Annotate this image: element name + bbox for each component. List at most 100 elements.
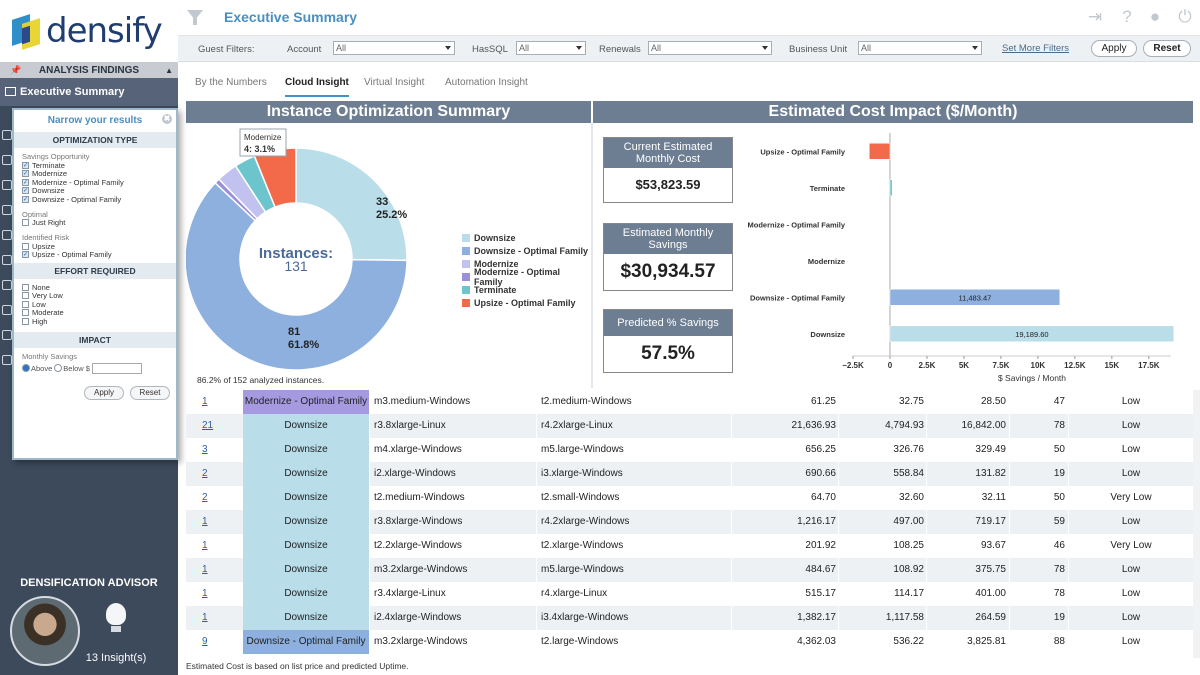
risk-option[interactable]: ✓ Upsize - Optimal Family	[14, 250, 176, 259]
table-row[interactable]: 1 Downsize i2.4xlarge-Windows i3.4xlarge-Wi…	[186, 606, 1193, 630]
table-row[interactable]: 2 Downsize i2.xlarge-Windows i3.xlarge-Wind…	[186, 462, 1193, 486]
bar-downsize-optimal-family[interactable]	[889, 289, 1061, 306]
checkbox-icon[interactable]: ✓	[22, 170, 29, 178]
checkbox-icon[interactable]	[22, 292, 29, 300]
legend-item[interactable]: Modernize - Optimal Family	[462, 267, 591, 287]
hassql-select[interactable]: All	[516, 41, 586, 55]
renewals-select[interactable]: All	[648, 41, 772, 55]
user-icon[interactable]: ●	[1149, 7, 1161, 26]
lightbulb-icon[interactable]	[104, 603, 128, 633]
cost-impact-bar-chart[interactable]: Upsize - Optimal Family Terminate Moderniz…	[733, 123, 1193, 388]
table-row[interactable]: 1 Downsize m3.2xlarge-Windows m5.large-Wind…	[186, 558, 1193, 582]
checkbox-icon[interactable]	[22, 317, 29, 325]
legend-item[interactable]: Terminate	[462, 283, 591, 296]
instance-count-link[interactable]: 1	[202, 540, 208, 551]
effort-option[interactable]: Very Low	[14, 291, 176, 300]
collapse-up-icon[interactable]: ▲	[165, 65, 173, 75]
pie-slice-downsize[interactable]	[295, 147, 408, 262]
sidebar-icon[interactable]	[2, 180, 12, 190]
tab-by-the-numbers[interactable]: By the Numbers	[195, 77, 267, 88]
instance-count-link[interactable]: 2	[202, 468, 208, 479]
instance-count-link[interactable]: 1	[202, 588, 208, 599]
monthly-savings-input[interactable]	[91, 362, 142, 374]
set-more-filters-link[interactable]: Set More Filters	[1002, 43, 1070, 54]
sidebar-icon[interactable]	[2, 280, 12, 290]
effort-option[interactable]: Moderate	[14, 308, 176, 317]
instance-count-link[interactable]: 3	[202, 444, 208, 455]
effort-option[interactable]: None	[14, 283, 176, 292]
tab-virtual-insight[interactable]: Virtual Insight	[364, 77, 425, 88]
sidebar-icon[interactable]	[2, 305, 12, 315]
legend-item[interactable]: Modernize	[462, 257, 591, 270]
filter-funnel-icon[interactable]	[187, 10, 203, 20]
bar-downsize[interactable]	[889, 325, 1175, 342]
savings-option[interactable]: ✓ Modernize - Optimal Family	[14, 178, 176, 187]
close-icon[interactable]: ✖	[162, 114, 172, 124]
sidebar-icon[interactable]	[2, 255, 12, 265]
effort-option[interactable]: Low	[14, 300, 176, 309]
sidebar-item-executive-summary[interactable]: Executive Summary	[0, 78, 178, 106]
import-icon[interactable]: ⇥	[1087, 7, 1103, 26]
pin-icon[interactable]: 📌	[10, 64, 22, 75]
optimal-option[interactable]: Just Right	[14, 218, 176, 227]
advisor-avatar[interactable]	[10, 596, 80, 666]
sidebar-icon[interactable]	[2, 205, 12, 215]
table-row[interactable]: 9 Downsize - Optimal Family m3.2xlarge-Win…	[186, 630, 1193, 654]
table-row[interactable]: 1 Downsize t2.2xlarge-Windows t2.xlarge-Win…	[186, 534, 1193, 558]
legend-item[interactable]: Downsize	[462, 231, 591, 244]
tab-automation-insight[interactable]: Automation Insight	[445, 77, 528, 88]
sidebar-icon[interactable]	[2, 330, 12, 340]
table-row[interactable]: 1 Downsize r3.8xlarge-Windows r4.2xlarge-Wi…	[186, 510, 1193, 534]
bar-upsize-optimal-family[interactable]	[869, 143, 891, 160]
checkbox-icon[interactable]	[22, 219, 29, 227]
table-scrollbar[interactable]	[1193, 390, 1200, 658]
tab-cloud-insight[interactable]: Cloud Insight	[285, 77, 349, 97]
savings-option[interactable]: ✓ Downsize - Optimal Family	[14, 195, 176, 204]
analysis-findings-header[interactable]: 📌 ANALYSIS FINDINGS ▲	[0, 62, 178, 78]
help-icon[interactable]: ?	[1122, 7, 1132, 26]
checkbox-icon[interactable]: ✓	[22, 187, 29, 195]
table-row[interactable]: 21 Downsize r3.8xlarge-Linux r4.2xlarge-Lin…	[186, 414, 1193, 438]
checkbox-icon[interactable]	[22, 283, 29, 291]
checkbox-icon[interactable]: ✓	[22, 178, 29, 186]
narrow-apply-button[interactable]: Apply	[84, 385, 124, 400]
insights-count[interactable]: 13 Insight(s)	[85, 652, 147, 664]
reset-filters-button[interactable]: Reset	[1143, 40, 1191, 57]
checkbox-icon[interactable]: ✓	[22, 195, 29, 203]
savings-option[interactable]: ✓ Modernize	[14, 169, 176, 178]
below-radio[interactable]	[54, 364, 63, 372]
table-row[interactable]: 3 Downsize m4.xlarge-Windows m5.large-Windo…	[186, 438, 1193, 462]
power-icon[interactable]: ⏻	[1178, 7, 1192, 26]
apply-filters-button[interactable]: Apply	[1091, 40, 1137, 57]
savings-option[interactable]: ✓ Downsize	[14, 186, 176, 195]
instance-count-link[interactable]: 2	[202, 492, 208, 503]
instance-count-link[interactable]: 1	[202, 564, 208, 575]
logo[interactable]: densify	[0, 0, 178, 62]
table-row[interactable]: 1 Modernize - Optimal Family m3.medium-Win…	[186, 390, 1193, 414]
bar-terminate[interactable]	[889, 179, 893, 196]
sidebar-icon[interactable]	[2, 355, 12, 365]
instance-count-link[interactable]: 9	[202, 636, 208, 647]
instance-count-link[interactable]: 1	[202, 612, 208, 623]
sidebar-icon[interactable]	[2, 130, 12, 140]
checkbox-icon[interactable]	[22, 300, 29, 308]
instance-count-link[interactable]: 1	[202, 396, 208, 407]
risk-option[interactable]: Upsize	[14, 242, 176, 251]
pie-slice-downsize-optimal-family[interactable]	[186, 181, 408, 371]
table-row[interactable]: 1 Downsize r3.4xlarge-Linux r4.xlarge-Linux…	[186, 582, 1193, 606]
checkbox-icon[interactable]: ✓	[22, 251, 29, 259]
instances-donut-chart[interactable]: Instances: 131 33 25.2% 81 61.8% Moderni…	[186, 123, 591, 388]
checkbox-icon[interactable]: ✓	[22, 161, 29, 169]
checkbox-icon[interactable]	[22, 242, 29, 250]
legend-item[interactable]: Upsize - Optimal Family	[462, 296, 591, 309]
checkbox-icon[interactable]	[22, 309, 29, 317]
sidebar-icon[interactable]	[2, 230, 12, 240]
savings-option[interactable]: ✓ Terminate	[14, 161, 176, 170]
effort-option[interactable]: High	[14, 317, 176, 326]
narrow-reset-button[interactable]: Reset	[130, 385, 170, 400]
account-select[interactable]: All	[333, 41, 455, 55]
instance-count-link[interactable]: 21	[202, 420, 214, 431]
legend-item[interactable]: Downsize - Optimal Family	[462, 244, 591, 257]
table-row[interactable]: 2 Downsize t2.medium-Windows t2.small-Windo…	[186, 486, 1193, 510]
sidebar-icon[interactable]	[2, 155, 12, 165]
